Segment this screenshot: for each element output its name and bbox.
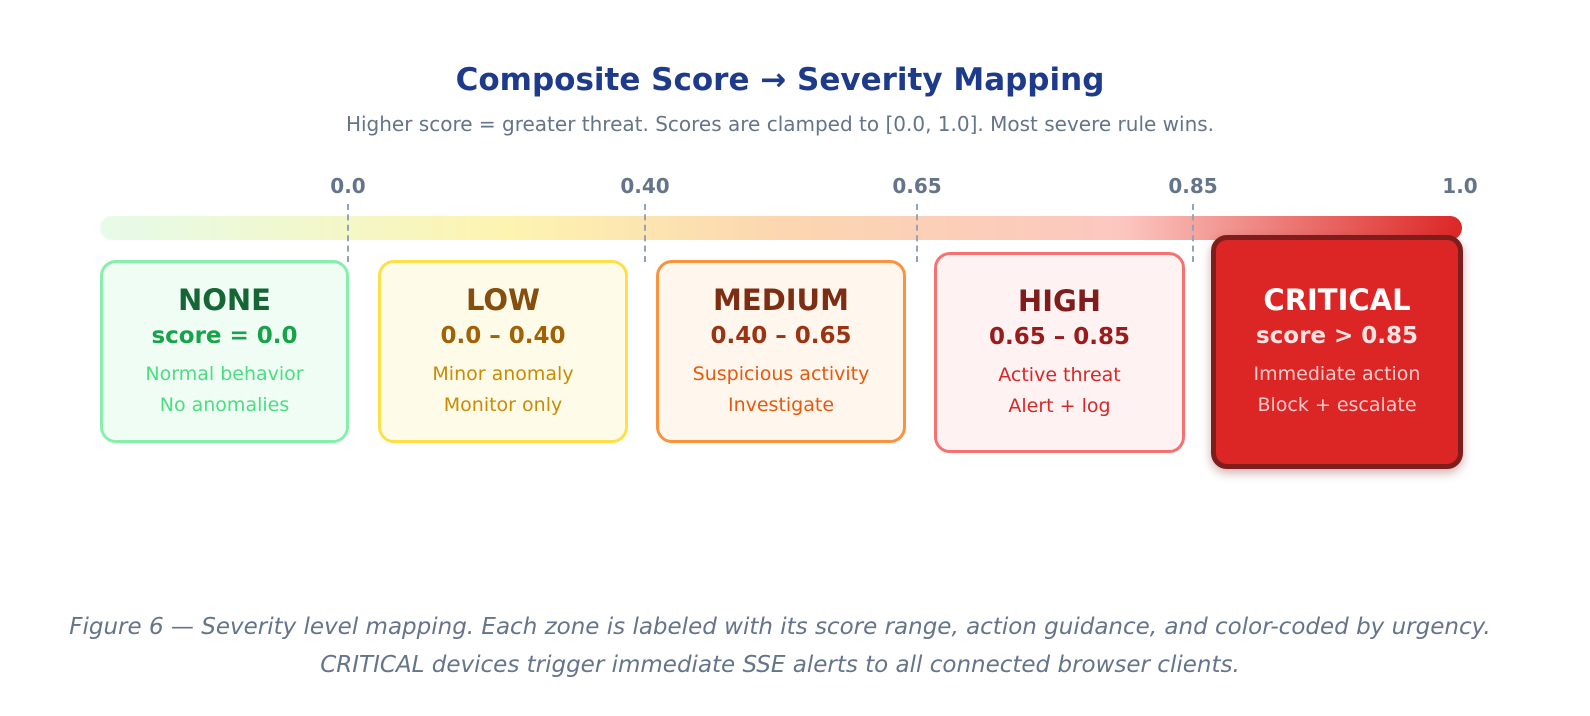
level-note: Minor anomaly: [432, 362, 574, 385]
caption: Figure 6 — Severity level mapping. Each …: [69, 614, 1491, 640]
level-card: MEDIUM 0.40 – 0.65 Suspicious activity Inve…: [656, 260, 906, 443]
tick-label: 0.65: [892, 174, 942, 198]
level-card: HIGH 0.65 – 0.85 Active threat Alert + log: [934, 252, 1185, 453]
level-name: NONE: [177, 282, 271, 317]
level-note: Investigate: [727, 393, 835, 416]
level-card: LOW 0.0 – 0.40 Minor anomaly Monitor only: [378, 260, 628, 443]
tick-line: [1192, 204, 1194, 262]
level-name: HIGH: [1017, 283, 1102, 318]
level-note: Suspicious activity: [692, 362, 870, 385]
level-note: Monitor only: [443, 393, 563, 416]
tick-label: 0.0: [330, 174, 366, 198]
tick-line: [916, 204, 918, 262]
level-note: Normal behavior: [145, 362, 304, 385]
level-note: Immediate action: [1253, 363, 1421, 385]
level-name: CRITICAL: [1263, 283, 1411, 317]
tick-label: 0.40: [620, 174, 670, 198]
level-note: Active threat: [998, 363, 1121, 386]
subtitle: Higher score = greater threat. Scores ar…: [345, 112, 1215, 136]
level-range: 0.65 – 0.85: [988, 323, 1130, 350]
level-card: CRITICAL score > 0.85 Immediate action Bloc…: [1211, 235, 1463, 469]
tick-label: 0.85: [1168, 174, 1218, 198]
level-name: LOW: [465, 282, 541, 317]
caption: CRITICAL devices trigger immediate SSE a…: [320, 652, 1240, 678]
tick-line: [644, 204, 646, 262]
tick-label: 1.0: [1442, 174, 1478, 198]
level-range: score = 0.0: [151, 322, 298, 349]
level-range: 0.0 – 0.40: [440, 322, 566, 349]
level-range: 0.40 – 0.65: [710, 322, 852, 349]
level-range: score > 0.85: [1255, 323, 1419, 349]
level-note: No anomalies: [159, 393, 290, 416]
title: Composite Score → Severity Mapping: [455, 62, 1105, 98]
tick-line: [347, 204, 349, 262]
level-note: Block + escalate: [1257, 394, 1417, 416]
level-name: MEDIUM: [713, 282, 849, 317]
level-note: Alert + log: [1008, 394, 1111, 417]
level-card: NONE score = 0.0 Normal behavior No anomali…: [100, 260, 349, 443]
